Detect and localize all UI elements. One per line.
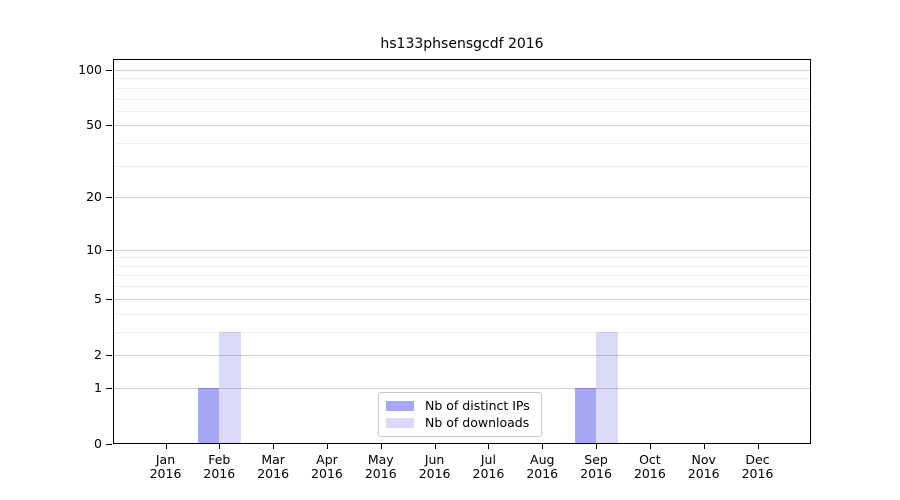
x-tick-label-mar-2016: Mar 2016 [257,452,290,481]
x-tick-mar [273,444,275,449]
y-tick-2 [106,354,112,356]
x-tick-label-jan-2016: Jan 2016 [149,452,182,481]
gridline-major-50 [113,125,811,127]
y-tick-label-10: 10 [86,241,102,257]
x-tick-feb [219,444,221,449]
x-tick-apr [326,444,328,449]
x-tick-label-nov-2016: Nov 2016 [687,452,720,481]
y-tick-5 [106,298,112,300]
legend-label-downloads: Nb of downloads [425,415,530,431]
x-tick-may [380,444,382,449]
y-tick-0 [106,444,112,445]
y-tick-50 [106,125,112,127]
gridline-major-20 [113,197,811,199]
plot-area: Nb of distinct IPs Nb of downloads [113,59,811,444]
y-tick-100 [106,70,112,71]
x-tick-nov [703,444,705,449]
gridline-major-10 [113,249,811,251]
x-tick-label-jul-2016: Jul 2016 [472,452,505,481]
y-tick-label-50: 50 [86,117,102,133]
gridline-minor-8 [113,265,811,267]
gridline-major-2 [113,354,811,356]
legend: Nb of distinct IPs Nb of downloads [378,392,542,437]
gridline-minor-60 [113,110,811,112]
x-tick-label-apr-2016: Apr 2016 [311,452,343,481]
x-tick-jul [488,444,490,449]
legend-swatch-distinct-ips [386,400,414,411]
gridline-minor-6 [113,286,811,288]
gridline-minor-4 [113,313,811,315]
x-tick-label-may-2016: May 2016 [364,452,397,481]
y-tick-1 [106,387,112,389]
legend-label-distinct-ips: Nb of distinct IPs [425,397,530,413]
bar-distinct-ips-feb-2016 [197,387,220,444]
x-tick-aug [542,444,544,449]
x-tick-label-feb-2016: Feb 2016 [203,452,236,481]
y-tick-10 [106,249,112,251]
gridline-minor-3 [113,331,811,333]
gridline-minor-9 [113,257,811,259]
y-tick-label-2: 2 [94,346,102,362]
y-tick-label-0: 0 [94,436,102,451]
legend-item-distinct-ips: Nb of distinct IPs [386,397,534,413]
gridline-major-100 [113,70,811,71]
gridline-major-1 [113,387,811,389]
x-tick-label-oct-2016: Oct 2016 [633,452,666,481]
gridline-minor-30 [113,165,811,167]
x-tick-label-dec-2016: Dec 2016 [741,452,774,481]
y-tick-label-5: 5 [94,290,102,306]
chart-title: hs133phsensgcdf 2016 [380,36,544,52]
bar-downloads-sep-2016 [596,331,618,444]
plot-frame [113,59,811,444]
bar-downloads-feb-2016 [219,331,241,444]
y-tick-20 [106,197,112,199]
gridline-minor-90 [113,78,811,80]
gridline-minor-80 [113,87,811,89]
x-tick-oct [649,444,651,449]
x-tick-sep [596,444,598,449]
y-tick-label-20: 20 [86,189,102,205]
y-tick-label-100: 100 [78,62,102,77]
gridline-minor-40 [113,143,811,145]
legend-item-downloads: Nb of downloads [386,416,534,430]
gridline-minor-7 [113,275,811,277]
x-tick-jan [165,444,167,449]
x-tick-label-aug-2016: Aug 2016 [526,452,559,481]
x-tick-jun [434,444,436,449]
gridline-minor-70 [113,98,811,100]
gridline-major-5 [113,298,811,300]
x-tick-label-jun-2016: Jun 2016 [418,452,451,481]
x-tick-dec [757,444,759,449]
legend-swatch-downloads [386,418,414,429]
y-tick-label-1: 1 [94,379,102,395]
bar-distinct-ips-sep-2016 [574,387,597,444]
x-tick-label-sep-2016: Sep 2016 [580,452,612,481]
